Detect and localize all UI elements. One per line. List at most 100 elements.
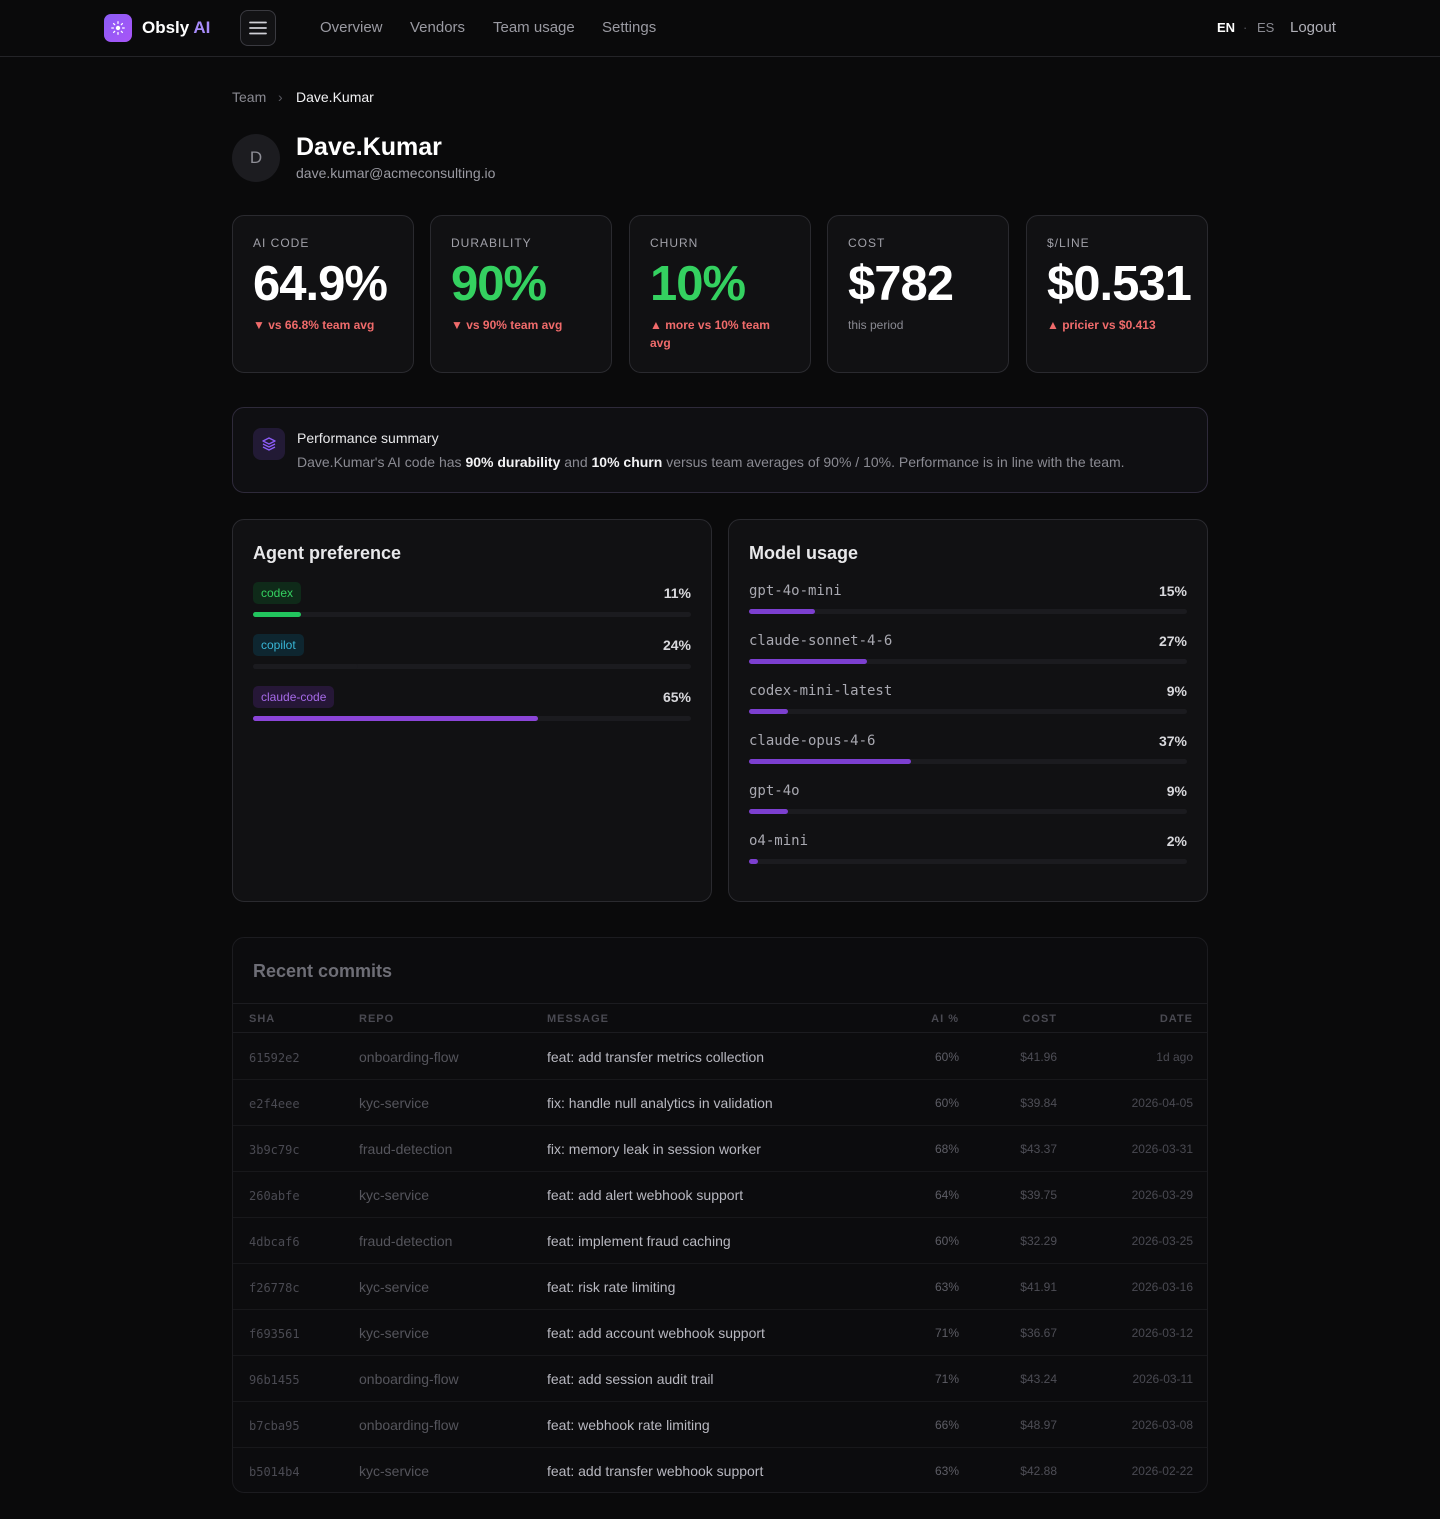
table-row[interactable]: 260abfe kyc-service feat: add alert webhoo… <box>233 1172 1207 1218</box>
column-header-message: MESSAGE <box>547 1013 610 1025</box>
agent-row: codex 11% <box>253 582 691 622</box>
stat-note: ▲ more vs 10% team avg <box>650 318 770 350</box>
stat-label: AI CODE <box>253 236 310 250</box>
brand-name[interactable]: Obsly AI <box>142 18 210 38</box>
commit-ai-percent: 66% <box>934 1418 959 1432</box>
summary-text: Dave.Kumar's AI code has 90% durability … <box>297 454 1125 470</box>
avatar: D <box>232 134 280 182</box>
model-bar-fill <box>749 609 815 614</box>
commit-sha: f693561 <box>249 1327 300 1341</box>
column-header-ai: AI % <box>931 1013 959 1025</box>
summary-churn: 10% churn <box>591 454 663 470</box>
table-row[interactable]: 61592e2 onboarding-flow feat: add transfer… <box>233 1034 1207 1080</box>
commit-date: 2026-03-31 <box>1131 1142 1193 1156</box>
table-row[interactable]: b5014b4 kyc-service feat: add transfer web… <box>233 1448 1207 1492</box>
commit-date: 2026-03-25 <box>1131 1234 1193 1248</box>
logo-icon[interactable] <box>104 14 132 42</box>
model-percent: 15% <box>1158 583 1187 599</box>
brand-text: Obsly <box>142 18 190 37</box>
stat-value: $782 <box>848 257 954 311</box>
commit-cost: $36.67 <box>1020 1326 1057 1340</box>
table-header: SHA REPO MESSAGE AI % COST DATE <box>233 1003 1207 1033</box>
model-percent: 9% <box>1166 683 1187 699</box>
nav-team-usage[interactable]: Team usage <box>493 19 575 36</box>
table-row[interactable]: 3b9c79c fraud-detection fix: memory leak i… <box>233 1126 1207 1172</box>
stat-label: COST <box>848 236 886 250</box>
table-row[interactable]: b7cba95 onboarding-flow feat: webhook rate… <box>233 1402 1207 1448</box>
summary-durability: 90% durability <box>465 454 561 470</box>
commit-ai-percent: 71% <box>934 1372 959 1386</box>
summary-title: Performance summary <box>297 430 439 446</box>
commit-repo: onboarding-flow <box>359 1371 459 1387</box>
model-row: gpt-4o-mini 15% <box>749 583 1187 615</box>
stat-note: this period <box>848 318 904 332</box>
top-navbar: Obsly AI Overview Vendors Team usage Set… <box>0 0 1440 57</box>
menu-button[interactable] <box>240 10 276 46</box>
commit-date: 2026-03-08 <box>1131 1418 1193 1432</box>
model-row: codex-mini-latest 9% <box>749 683 1187 715</box>
agent-percent: 11% <box>663 585 691 601</box>
stat-note: ▲ pricier vs $0.413 <box>1047 318 1156 332</box>
commit-message: fix: memory leak in session worker <box>547 1141 761 1157</box>
commit-message: feat: add transfer metrics collection <box>547 1049 765 1065</box>
lang-separator: · <box>1243 20 1248 35</box>
agent-bar-track <box>253 612 691 617</box>
model-bar-track <box>749 659 1187 664</box>
model-bar-track <box>749 609 1187 614</box>
panel-title: Agent preference <box>253 543 402 563</box>
model-name: codex-mini-latest <box>749 683 893 699</box>
commit-sha: 96b1455 <box>249 1373 300 1387</box>
commit-repo: kyc-service <box>359 1325 430 1341</box>
nav-vendors[interactable]: Vendors <box>410 19 466 36</box>
model-bar-fill <box>749 709 789 714</box>
panel-title: Recent commits <box>253 961 393 981</box>
stat-label: CHURN <box>650 236 699 250</box>
commit-cost: $43.37 <box>1020 1142 1057 1156</box>
commit-repo: fraud-detection <box>359 1233 453 1249</box>
commit-cost: $48.97 <box>1020 1418 1057 1432</box>
lang-en-button[interactable]: EN <box>1217 20 1236 35</box>
model-name: gpt-4o <box>749 783 800 799</box>
stat-card-cost-per-line: $/LINE $0.531 ▲ pricier vs $0.413 <box>1026 215 1208 373</box>
table-row[interactable]: f26778c kyc-service feat: risk rate limiti… <box>233 1264 1207 1310</box>
commit-ai-percent: 60% <box>934 1050 959 1064</box>
model-row: claude-sonnet-4-6 27% <box>749 633 1187 665</box>
model-percent: 37% <box>1158 733 1187 749</box>
agent-row: copilot 24% <box>253 634 691 674</box>
model-bar-fill <box>749 859 758 864</box>
agent-chip: claude-code <box>253 686 335 708</box>
breadcrumb-separator: › <box>278 89 283 105</box>
nav-overview[interactable]: Overview <box>320 19 383 36</box>
model-row: claude-opus-4-6 37% <box>749 733 1187 765</box>
table-row[interactable]: 96b1455 onboarding-flow feat: add session … <box>233 1356 1207 1402</box>
logout-button[interactable]: Logout <box>1290 19 1336 36</box>
model-bar-fill <box>749 659 868 664</box>
stat-card-ai-code: AI CODE 64.9% ▼ vs 66.8% team avg <box>232 215 414 373</box>
agent-bar-fill <box>253 612 302 617</box>
column-header-repo: REPO <box>359 1013 395 1025</box>
table-row[interactable]: 4dbcaf6 fraud-detection feat: implement fr… <box>233 1218 1207 1264</box>
nav-settings[interactable]: Settings <box>602 19 657 36</box>
lang-es-button[interactable]: ES <box>1257 20 1275 35</box>
breadcrumb-team-link[interactable]: Team <box>232 89 267 105</box>
commit-ai-percent: 64% <box>934 1188 959 1202</box>
commit-sha: b5014b4 <box>249 1465 300 1479</box>
commit-sha: b7cba95 <box>249 1419 300 1433</box>
agent-bar-track <box>253 664 691 669</box>
table-row[interactable]: f693561 kyc-service feat: add account webh… <box>233 1310 1207 1356</box>
stat-card-churn: CHURN 10% ▲ more vs 10% team avg <box>629 215 811 373</box>
commit-date: 2026-02-22 <box>1131 1464 1193 1478</box>
commit-cost: $39.75 <box>1020 1188 1057 1202</box>
performance-summary: Performance summary Dave.Kumar's AI code… <box>232 407 1208 493</box>
commit-ai-percent: 63% <box>934 1464 959 1478</box>
hamburger-icon <box>249 21 267 35</box>
model-usage-panel: Model usage gpt-4o-mini 15% claude-sonnet-… <box>728 519 1208 902</box>
agent-bar-fill <box>253 716 538 721</box>
commit-message: fix: handle null analytics in validation <box>547 1095 773 1111</box>
table-row[interactable]: e2f4eee kyc-service fix: handle null analy… <box>233 1080 1207 1126</box>
commit-ai-percent: 71% <box>934 1326 959 1340</box>
column-header-cost: COST <box>1022 1013 1057 1025</box>
agent-preference-panel: Agent preference codex 11% copilot 24% claud… <box>232 519 712 902</box>
summary-text-part: versus team averages of 90% / 10%. Perfo… <box>662 454 1125 470</box>
commit-message: feat: add account webhook support <box>547 1325 765 1341</box>
